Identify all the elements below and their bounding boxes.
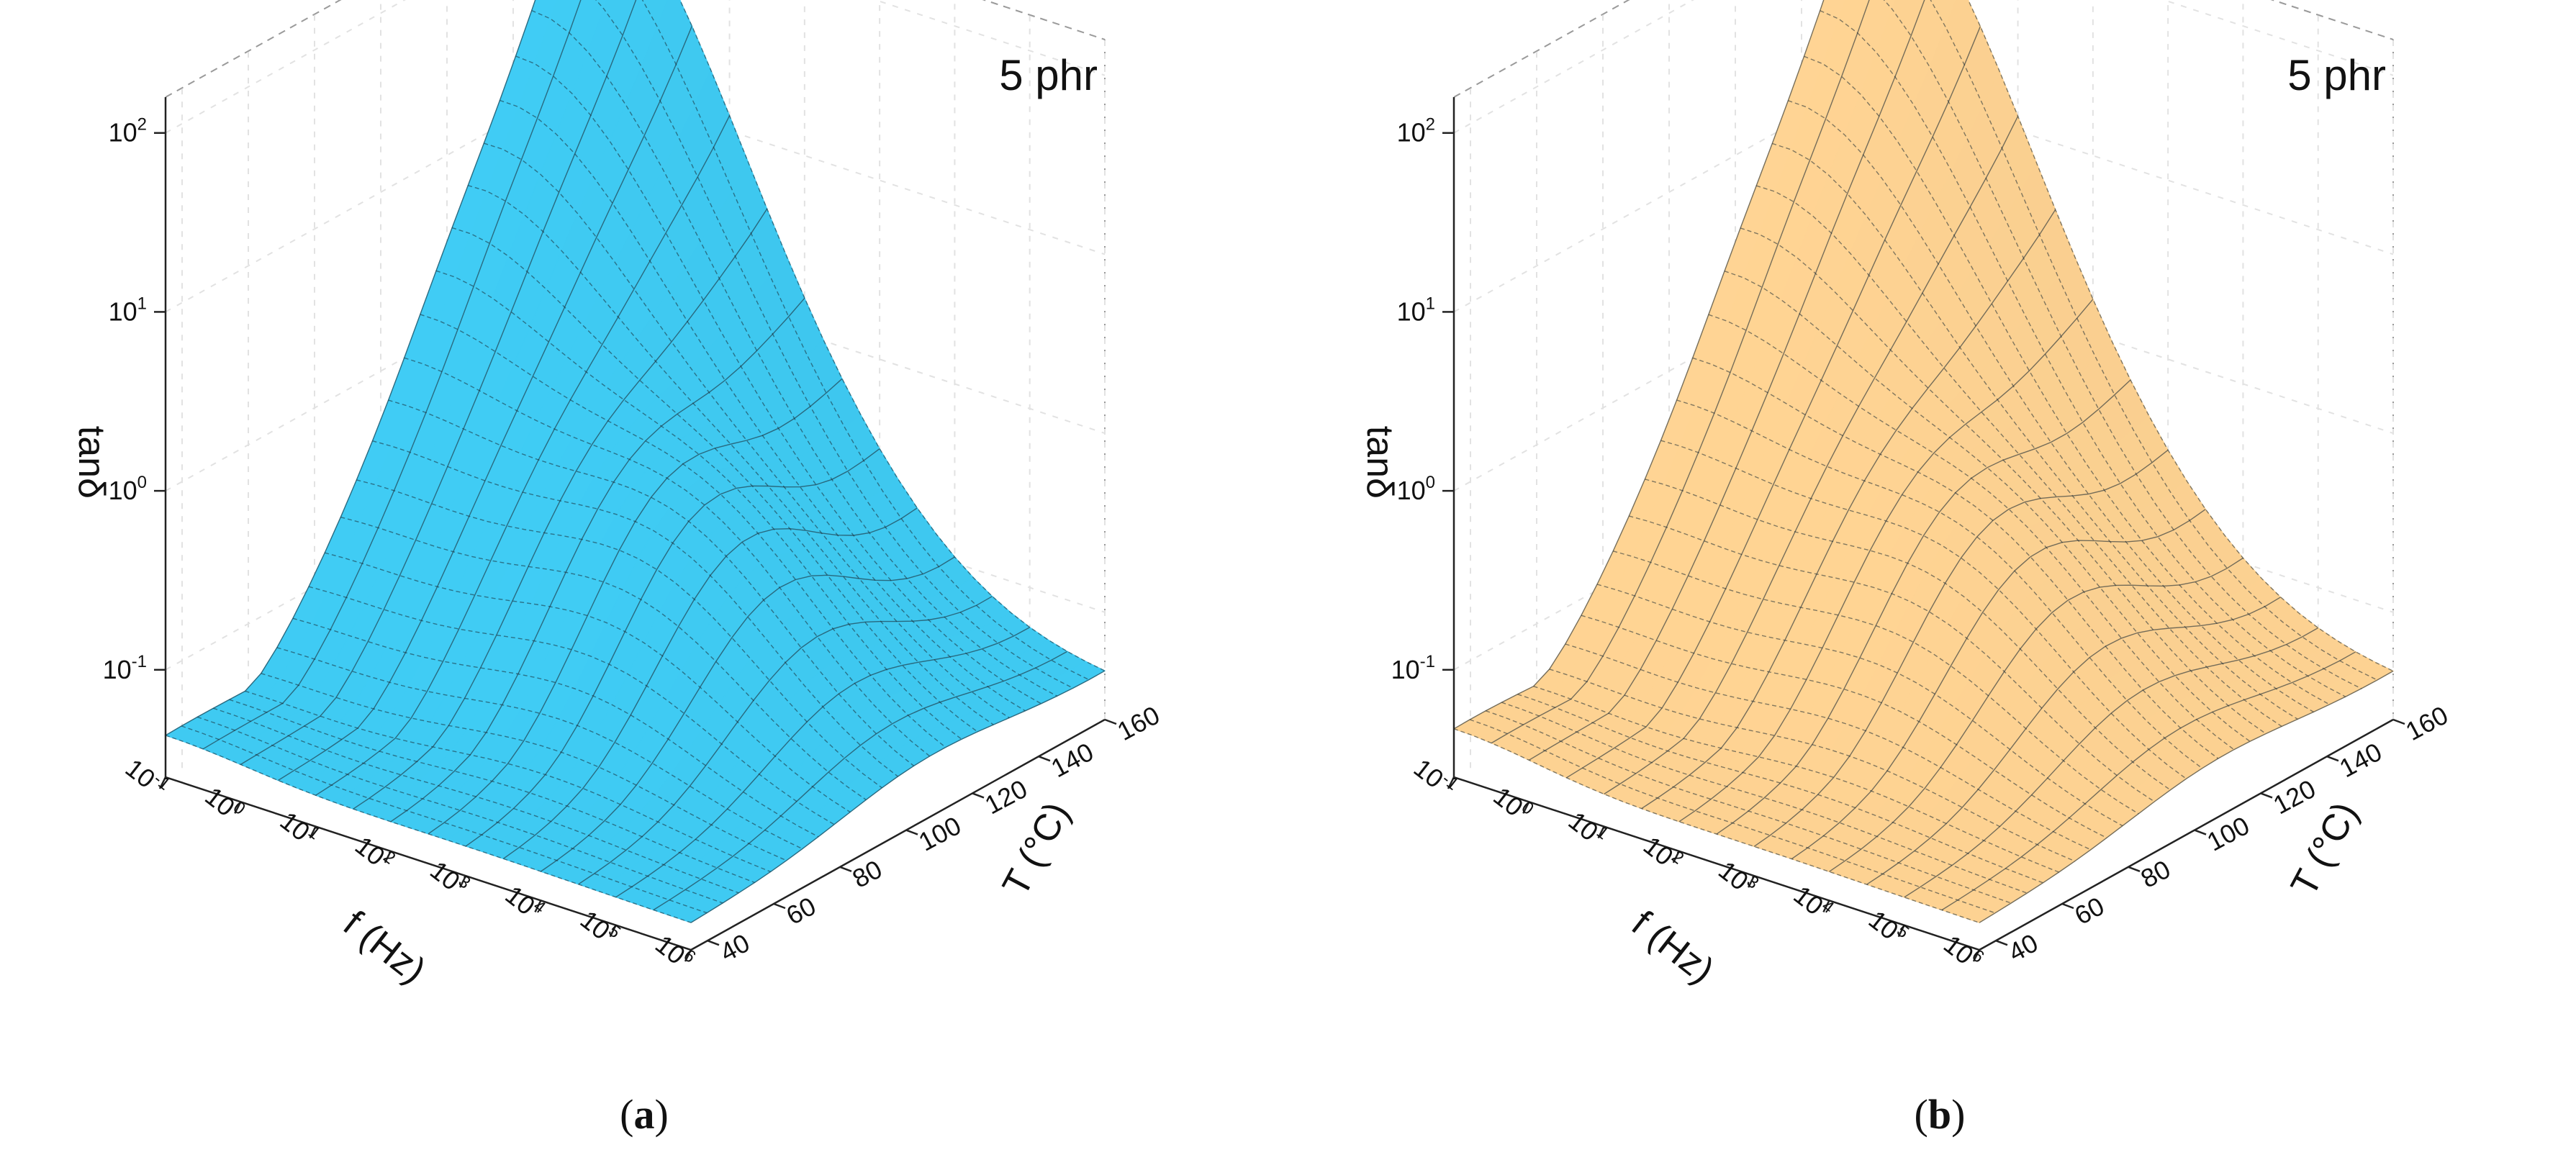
T-tick-label: 160 [2401,700,2453,746]
f-axis-title: f (Hz) [1624,902,1722,992]
chart-panel-a: 102 101 100 10-1 10-1 100 101 102 103 104 105 106 40… [71,0,1165,1138]
z-axis-title: tanδ [71,426,112,499]
z-tick-label: 100 [1397,473,1435,505]
f-tick-label: 102 [1638,829,1688,877]
axes [1442,97,2405,962]
z-tick-label: 10-1 [103,652,147,684]
tan-delta-surface [1452,0,2395,923]
annotation-label: 5 phr [2287,51,2386,99]
f-tick-label: 104 [1788,879,1838,927]
f-tick-label: 102 [350,829,399,877]
z-axis-title: tanδ [1359,426,1401,499]
f-tick-label: 101 [1563,805,1613,853]
T-tick-label: 120 [980,774,1032,820]
z-tick-label: 100 [109,473,147,505]
T-tick-label: 140 [1047,737,1098,783]
f-tick-label: 104 [500,879,549,927]
T-tick-label: 120 [2269,774,2320,820]
f-tick-label: 103 [425,854,474,902]
panel-caption-a: (a) [620,1091,669,1138]
T-tick-label: 100 [2202,810,2254,856]
T-tick-label: 160 [1113,700,1165,746]
surface-mesh [165,0,1106,923]
axes [154,97,1117,962]
z-tick-label: 10-1 [1391,652,1435,684]
f-tick-label: 105 [575,903,625,951]
panel-caption-b: (b) [1914,1091,1966,1138]
z-tick-label: 101 [109,294,147,326]
z-tick-label: 102 [1397,115,1435,148]
surface-mesh [1453,0,2394,923]
f-axis-title: f (Hz) [335,902,433,992]
T-tick-label: 100 [914,810,966,856]
f-tick-label: 100 [1488,780,1537,828]
f-tick-label: 100 [199,780,249,828]
f-tick-label: 105 [1863,903,1913,951]
f-tick-label: 106 [650,928,700,977]
z-tick-label: 102 [109,115,147,148]
annotation-label: 5 phr [999,51,1098,99]
f-tick-label: 106 [1938,928,1988,977]
T-tick-label: 140 [2335,737,2387,783]
f-tick-label: 101 [275,805,325,853]
f-tick-label: 103 [1713,854,1763,902]
z-tick-label: 101 [1397,294,1435,326]
chart-panel-b: 102 101 100 10-1 10-1 100 101 102 103 104 105 106 40… [1288,0,2576,1160]
